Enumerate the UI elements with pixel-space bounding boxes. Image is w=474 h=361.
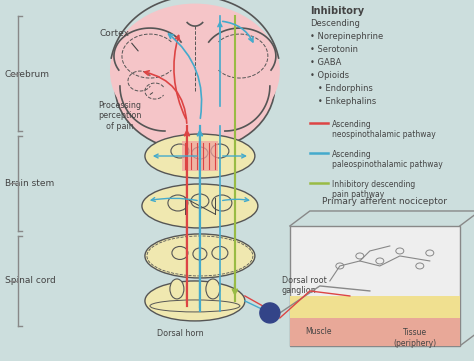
Circle shape xyxy=(260,303,280,323)
Text: • Opioids: • Opioids xyxy=(310,71,349,80)
Text: Primary afferent nociceptor: Primary afferent nociceptor xyxy=(322,197,447,206)
Bar xyxy=(290,226,460,346)
Text: Ascending
neospinothalamic pathway: Ascending neospinothalamic pathway xyxy=(332,120,436,139)
Ellipse shape xyxy=(211,144,229,158)
FancyArrowPatch shape xyxy=(151,197,197,201)
Ellipse shape xyxy=(115,29,185,83)
Ellipse shape xyxy=(145,134,255,178)
Text: Dorsal root
ganglion: Dorsal root ganglion xyxy=(282,275,327,295)
Ellipse shape xyxy=(212,195,232,211)
FancyArrowPatch shape xyxy=(223,21,253,42)
Ellipse shape xyxy=(193,248,207,260)
Ellipse shape xyxy=(168,195,188,211)
Text: Spinal cord: Spinal cord xyxy=(5,277,56,286)
FancyArrowPatch shape xyxy=(223,198,249,201)
Ellipse shape xyxy=(192,147,208,159)
Text: Inhibitory descending
pain pathway: Inhibitory descending pain pathway xyxy=(332,180,415,199)
Text: • Enkephalins: • Enkephalins xyxy=(310,97,376,106)
Text: Muscle: Muscle xyxy=(305,327,331,336)
Text: Tissue
(periphery): Tissue (periphery) xyxy=(393,328,437,348)
Text: Brain stem: Brain stem xyxy=(5,179,54,188)
Bar xyxy=(182,141,218,171)
Ellipse shape xyxy=(191,194,209,208)
Ellipse shape xyxy=(212,247,228,260)
Text: • Serotonin: • Serotonin xyxy=(310,45,358,54)
Ellipse shape xyxy=(145,281,245,321)
FancyArrowPatch shape xyxy=(145,71,187,123)
Text: • GABA: • GABA xyxy=(310,58,341,67)
Text: Descending: Descending xyxy=(310,19,360,28)
Text: Dorsal horn: Dorsal horn xyxy=(156,329,203,338)
FancyArrowPatch shape xyxy=(174,35,186,118)
Ellipse shape xyxy=(206,279,220,299)
Ellipse shape xyxy=(115,21,275,151)
Ellipse shape xyxy=(145,234,255,278)
FancyArrowPatch shape xyxy=(154,154,197,158)
Text: Cortex: Cortex xyxy=(100,29,130,38)
Ellipse shape xyxy=(150,300,240,312)
Bar xyxy=(290,296,460,318)
Ellipse shape xyxy=(142,184,258,228)
Ellipse shape xyxy=(205,29,275,83)
Ellipse shape xyxy=(171,144,189,158)
FancyArrowPatch shape xyxy=(223,154,246,158)
Bar xyxy=(290,318,460,346)
Ellipse shape xyxy=(172,247,188,260)
Text: Inhibitory: Inhibitory xyxy=(310,6,364,16)
Text: Ascending
paleospinothalamic pathway: Ascending paleospinothalamic pathway xyxy=(332,150,443,169)
Text: Processing
perception
of pain: Processing perception of pain xyxy=(98,101,142,131)
Text: • Norepinephrine: • Norepinephrine xyxy=(310,32,383,41)
Text: Cerebrum: Cerebrum xyxy=(5,70,50,79)
Text: • Endorphins: • Endorphins xyxy=(310,84,373,93)
FancyArrowPatch shape xyxy=(169,34,201,118)
Ellipse shape xyxy=(110,4,280,139)
Ellipse shape xyxy=(170,279,184,299)
